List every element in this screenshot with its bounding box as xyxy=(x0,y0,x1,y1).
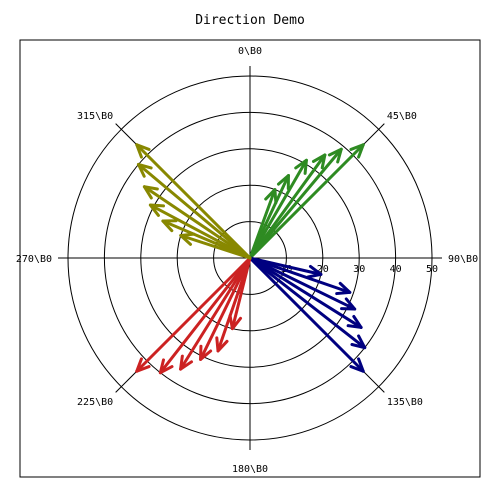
direction-label: 225\B0 xyxy=(77,397,113,408)
vector-arrows xyxy=(135,143,367,375)
vector-arrow xyxy=(199,256,252,361)
vector-arrow xyxy=(248,147,343,260)
vector-arrow xyxy=(135,256,252,373)
direction-label: 270\B0 xyxy=(16,254,52,265)
radial-tick-label: 40 xyxy=(390,264,402,275)
vector-arrow xyxy=(248,256,352,296)
vector-arrow xyxy=(248,188,278,260)
chart-title: Direction Demo xyxy=(195,13,305,28)
vector-arrow xyxy=(248,158,308,260)
radial-tick-label: 30 xyxy=(353,264,365,275)
vector-arrow xyxy=(179,256,252,371)
vector-arrow xyxy=(248,256,367,350)
vector-arrow xyxy=(248,256,365,373)
vector-arrow xyxy=(248,143,365,260)
direction-label: 0\B0 xyxy=(238,46,262,57)
vector-arrow xyxy=(248,256,363,329)
vector-arrow xyxy=(135,143,252,260)
direction-label: 90\B0 xyxy=(448,254,478,265)
vector-arrow xyxy=(248,256,357,311)
vector-arrow xyxy=(158,256,252,375)
vector-arrow xyxy=(179,232,252,260)
radial-tick-label: 20 xyxy=(317,264,329,275)
direction-label: 135\B0 xyxy=(387,397,423,408)
vector-arrow xyxy=(142,185,252,260)
direction-label: 180\B0 xyxy=(232,464,268,475)
direction-label: 315\B0 xyxy=(77,111,113,122)
radial-tick-label: 50 xyxy=(426,264,438,275)
plot-frame xyxy=(19,39,481,478)
vector-arrow xyxy=(248,153,327,260)
direction-label: 45\B0 xyxy=(387,111,417,122)
vector-arrow xyxy=(148,203,252,260)
vector-arrow xyxy=(228,256,252,331)
direction-labels: 0\B0 45\B0 90\B0 135\B0 180\B0 225\B0 270\B0 31… xyxy=(16,46,478,475)
vector-arrow xyxy=(248,256,323,279)
vector-arrow xyxy=(136,162,252,260)
